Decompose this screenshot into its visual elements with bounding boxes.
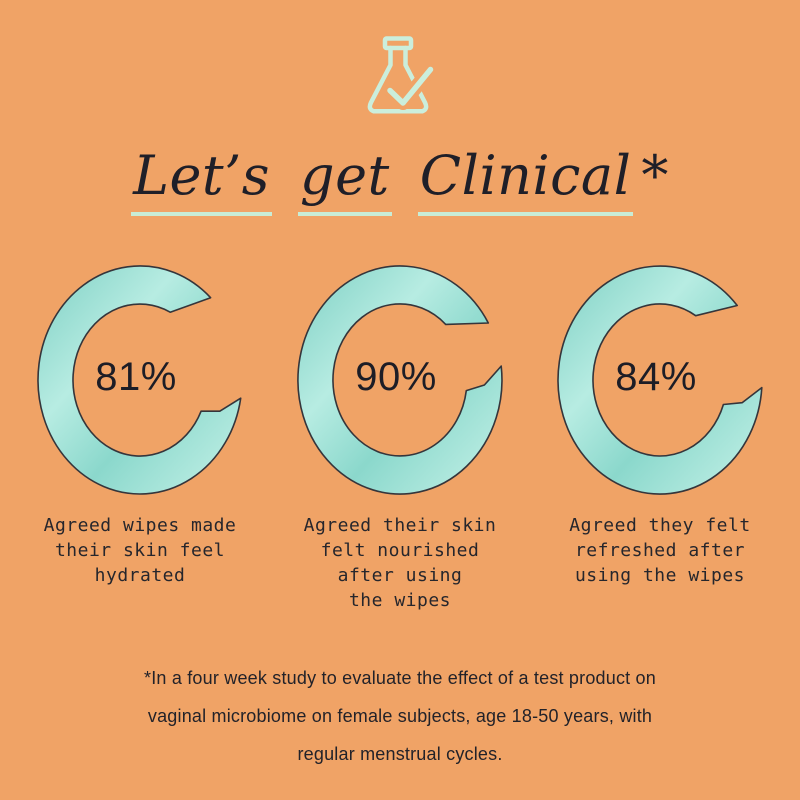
donut-arc [37,264,242,495]
title-asterisk: * [641,144,669,207]
gauge-value: 81% [95,355,177,400]
gauge-value: 90% [355,355,437,400]
study-footnote: *In a four week study to evaluate the ef… [144,667,656,764]
donut-gauge: 81% [34,262,246,498]
title-word-clinical: Clinical [417,147,634,216]
donut-gauge: 90% [294,262,506,498]
gauges-row: 81% Agreed wipes made their skin feel hy… [0,262,800,613]
gauge-value: 84% [615,355,697,400]
gauge-card-refreshed: 84% Agreed they felt refreshed after usi… [540,262,780,613]
title-word-lets: Let’s [131,147,273,216]
donut-arc [557,264,763,495]
title-word-get: get [298,147,392,216]
gauge-caption: Agreed wipes made their skin feel hydrat… [43,514,237,586]
gauge-caption: Agreed they felt refreshed after using t… [569,514,751,586]
gauge-caption: Agreed their skin felt nourished after u… [303,514,497,611]
donut-arc [297,264,503,495]
page-title: Let’s get Clinical * [0,144,800,216]
flask-check-icon [0,0,800,122]
donut-gauge: 84% [554,262,766,498]
gauge-card-hydrated: 81% Agreed wipes made their skin feel hy… [20,262,260,613]
gauge-card-nourished: 90% Agreed their skin felt nourished aft… [280,262,520,613]
